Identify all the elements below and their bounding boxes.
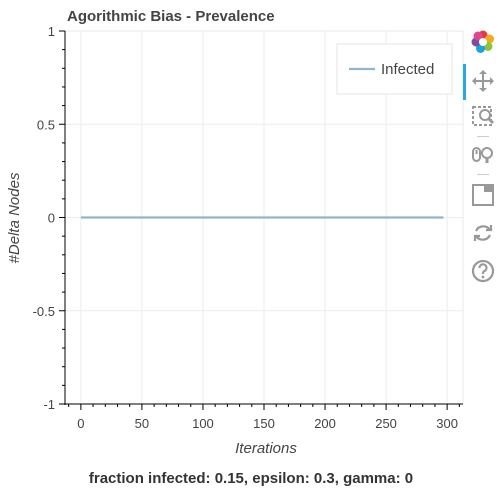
box-zoom-icon[interactable] (471, 105, 495, 129)
x-tick-label: 250 (375, 416, 397, 431)
y-tick-label: -0.5 (33, 304, 55, 319)
y-tick-label: 0 (48, 211, 55, 226)
y-axis-label: #Delta Nodes (6, 172, 23, 263)
chart-title: Agorithmic Bias - Prevalence (67, 8, 275, 25)
toolbar-separator (477, 174, 489, 175)
toolbar-separator (477, 136, 489, 137)
save-icon[interactable] (471, 183, 495, 207)
legend-label: Infected (381, 61, 434, 78)
legend: Infected (336, 43, 453, 95)
x-axis-label: Iterations (235, 440, 297, 457)
axes-layer: 0 50 100 150 200 250 300 1 0.5 0 -0.5 -1 (33, 24, 463, 431)
plot-toolbar (463, 28, 502, 328)
reset-icon[interactable] (471, 221, 495, 245)
x-tick-label: 150 (253, 416, 275, 431)
x-tick-label: 100 (192, 416, 214, 431)
wheel-zoom-icon[interactable] (471, 143, 495, 167)
x-tick-label: 0 (77, 416, 84, 431)
y-tick-label: -1 (43, 397, 55, 412)
y-tick-label: 0.5 (37, 117, 55, 132)
pan-icon[interactable] (471, 69, 495, 93)
x-tick-label: 50 (135, 416, 149, 431)
active-tool-indicator (463, 64, 466, 100)
x-tick-label: 200 (314, 416, 336, 431)
y-tick-label: 1 (48, 24, 55, 39)
x-tick-label: 300 (436, 416, 458, 431)
help-icon[interactable] (471, 259, 495, 283)
bokeh-logo-icon[interactable] (471, 30, 495, 54)
parameters-caption: fraction infected: 0.15, epsilon: 0.3, g… (88, 470, 414, 487)
